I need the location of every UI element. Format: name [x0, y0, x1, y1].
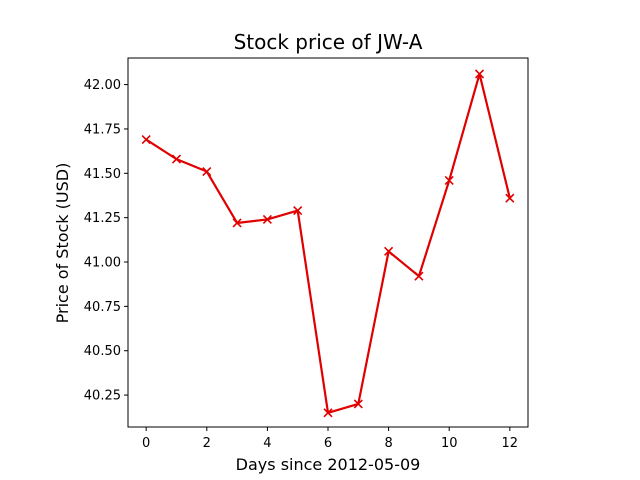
y-tick-label: 41.50	[84, 167, 121, 182]
x-axis: 0 2 4 6 8 10 12	[142, 427, 518, 451]
y-tick-label: 41.75	[84, 122, 121, 137]
chart-title: Stock price of JW-A	[234, 30, 423, 54]
y-tick-label: 41.00	[84, 256, 121, 271]
data-point-marker	[323, 408, 333, 418]
x-tick-label: 0	[142, 436, 150, 451]
y-axis-label: Price of Stock (USD)	[53, 163, 72, 324]
data-point-marker	[353, 399, 363, 409]
data-point-marker	[141, 135, 151, 145]
data-point-marker	[384, 246, 394, 256]
data-point-marker	[202, 166, 212, 177]
data-point-marker	[171, 154, 182, 164]
x-tick-label: 4	[263, 436, 271, 451]
data-point-marker	[505, 193, 515, 203]
series-line	[145, 72, 511, 414]
data-point-marker	[444, 175, 454, 185]
y-tick-label: 40.75	[84, 300, 121, 315]
x-tick-label: 12	[502, 436, 519, 451]
x-axis-label: Days since 2012-05-09	[236, 455, 421, 474]
data-point-marker	[262, 214, 272, 225]
data-point-marker	[232, 218, 242, 228]
y-tick-label: 41.25	[84, 211, 121, 226]
x-tick-label: 6	[324, 436, 332, 451]
y-tick-label: 42.00	[84, 78, 121, 93]
x-tick-label: 2	[203, 436, 211, 451]
data-point-marker	[474, 69, 485, 79]
y-tick-label: 40.25	[84, 389, 121, 404]
data-point-marker	[293, 206, 303, 216]
plot-area: 40.25 40.50 40.75 41.00 41.25 41.50 41.75 42.00…	[84, 57, 529, 451]
x-tick-label: 8	[384, 436, 392, 451]
series-layer	[141, 69, 515, 418]
y-tick-label: 40.50	[84, 344, 121, 359]
y-axis: 40.25 40.50 40.75 41.00 41.25 41.50 41.75 42.00	[84, 78, 128, 404]
data-point-marker	[414, 271, 424, 281]
x-tick-label: 10	[441, 436, 458, 451]
